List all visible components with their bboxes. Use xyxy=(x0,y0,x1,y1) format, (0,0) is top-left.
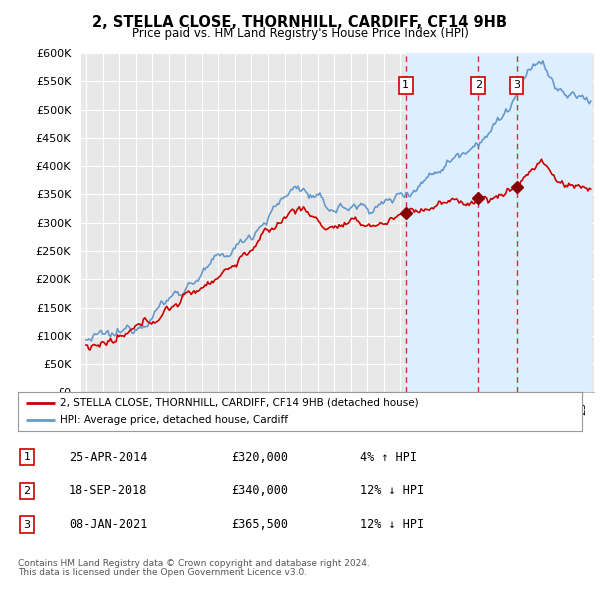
Text: 12% ↓ HPI: 12% ↓ HPI xyxy=(360,484,424,497)
Text: 3: 3 xyxy=(23,520,31,529)
Text: £365,500: £365,500 xyxy=(231,518,288,531)
Text: 08-JAN-2021: 08-JAN-2021 xyxy=(69,518,148,531)
Text: 1: 1 xyxy=(23,453,31,462)
Text: This data is licensed under the Open Government Licence v3.0.: This data is licensed under the Open Gov… xyxy=(18,568,307,577)
Text: 12% ↓ HPI: 12% ↓ HPI xyxy=(360,518,424,531)
Text: 2: 2 xyxy=(23,486,31,496)
Text: £340,000: £340,000 xyxy=(231,484,288,497)
Text: 2: 2 xyxy=(475,80,482,90)
Text: 18-SEP-2018: 18-SEP-2018 xyxy=(69,484,148,497)
Text: 2, STELLA CLOSE, THORNHILL, CARDIFF, CF14 9HB (detached house): 2, STELLA CLOSE, THORNHILL, CARDIFF, CF1… xyxy=(60,398,419,408)
Text: 4% ↑ HPI: 4% ↑ HPI xyxy=(360,451,417,464)
Text: 1: 1 xyxy=(402,80,409,90)
Text: 25-APR-2014: 25-APR-2014 xyxy=(69,451,148,464)
Text: Contains HM Land Registry data © Crown copyright and database right 2024.: Contains HM Land Registry data © Crown c… xyxy=(18,559,370,568)
Text: 2, STELLA CLOSE, THORNHILL, CARDIFF, CF14 9HB: 2, STELLA CLOSE, THORNHILL, CARDIFF, CF1… xyxy=(92,15,508,30)
Text: HPI: Average price, detached house, Cardiff: HPI: Average price, detached house, Card… xyxy=(60,415,289,425)
Text: Price paid vs. HM Land Registry's House Price Index (HPI): Price paid vs. HM Land Registry's House … xyxy=(131,27,469,40)
Text: 3: 3 xyxy=(513,80,520,90)
Text: £320,000: £320,000 xyxy=(231,451,288,464)
